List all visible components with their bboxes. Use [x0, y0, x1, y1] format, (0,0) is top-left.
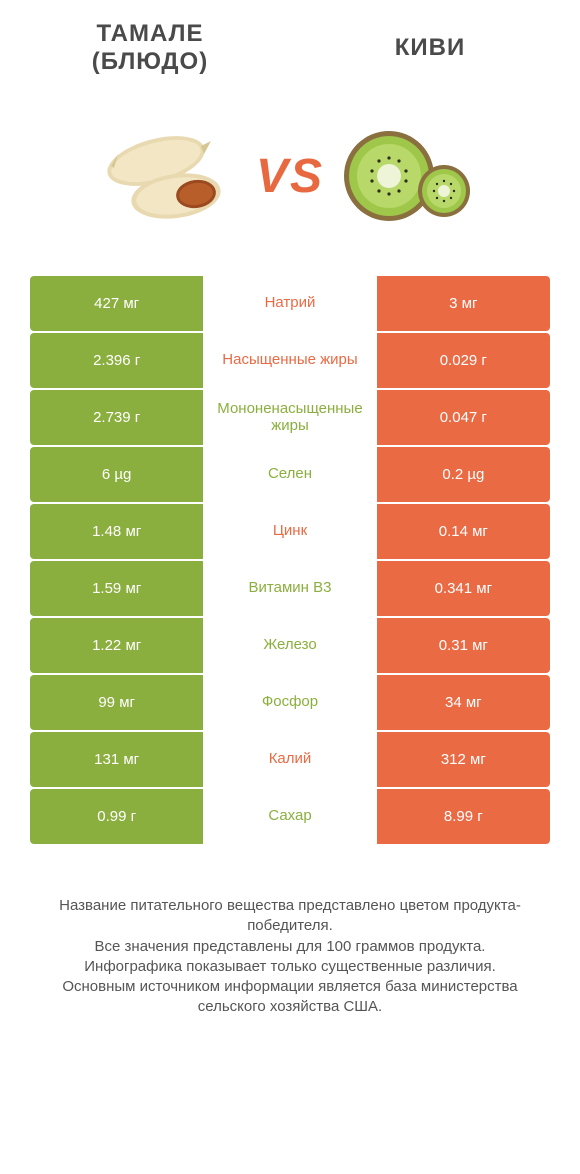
left-value: 2.396 г — [30, 333, 203, 388]
footer-line4: Основным источником информации является … — [30, 977, 550, 1018]
left-title-line2: (БЛЮДО) — [50, 48, 250, 76]
left-value: 99 мг — [30, 675, 203, 730]
nutrient-label: Фосфор — [203, 675, 376, 730]
right-value: 0.31 мг — [377, 618, 550, 673]
table-row: 2.396 гНасыщенные жиры0.029 г — [30, 333, 550, 388]
nutrient-label: Сахар — [203, 789, 376, 844]
right-title: КИВИ — [330, 20, 530, 76]
table-row: 99 мгФосфор34 мг — [30, 675, 550, 730]
left-value: 1.22 мг — [30, 618, 203, 673]
left-value: 2.739 г — [30, 390, 203, 445]
footer-line2: Все значения представлены для 100 граммо… — [30, 937, 550, 957]
left-value: 1.59 мг — [30, 561, 203, 616]
left-value: 131 мг — [30, 732, 203, 787]
right-value: 312 мг — [377, 732, 550, 787]
table-row: 1.22 мгЖелезо0.31 мг — [30, 618, 550, 673]
right-value: 0.2 µg — [377, 447, 550, 502]
nutrient-label: Натрий — [203, 276, 376, 331]
left-title-line1: ТАМАЛЕ — [50, 20, 250, 48]
left-value: 6 µg — [30, 447, 203, 502]
table-row: 427 мгНатрий3 мг — [30, 276, 550, 331]
table-row: 131 мгКалий312 мг — [30, 732, 550, 787]
nutrient-label: Цинк — [203, 504, 376, 559]
left-title: ТАМАЛЕ (БЛЮДО) — [50, 20, 250, 76]
nutrient-label: Калий — [203, 732, 376, 787]
footer-line1: Название питательного вещества представл… — [30, 896, 550, 937]
footer-text: Название питательного вещества представл… — [0, 846, 580, 1038]
left-value: 1.48 мг — [30, 504, 203, 559]
nutrient-label: Мононенасыщенные жиры — [203, 390, 376, 445]
comparison-table: 427 мгНатрий3 мг2.396 гНасыщенные жиры0.… — [0, 276, 580, 844]
right-value: 0.14 мг — [377, 504, 550, 559]
right-value: 0.341 мг — [377, 561, 550, 616]
images-row: VS — [0, 86, 580, 276]
left-value: 427 мг — [30, 276, 203, 331]
nutrient-label: Селен — [203, 447, 376, 502]
right-value: 8.99 г — [377, 789, 550, 844]
table-row: 1.48 мгЦинк0.14 мг — [30, 504, 550, 559]
table-row: 1.59 мгВитамин B30.341 мг — [30, 561, 550, 616]
right-value: 0.029 г — [377, 333, 550, 388]
nutrient-label: Витамин B3 — [203, 561, 376, 616]
vs-label: VS — [256, 149, 324, 204]
table-row: 0.99 гСахар8.99 г — [30, 789, 550, 844]
right-value: 34 мг — [377, 675, 550, 730]
right-value: 3 мг — [377, 276, 550, 331]
right-value: 0.047 г — [377, 390, 550, 445]
table-row: 6 µgСелен0.2 µg — [30, 447, 550, 502]
header-row: ТАМАЛЕ (БЛЮДО) КИВИ — [0, 0, 580, 86]
left-value: 0.99 г — [30, 789, 203, 844]
nutrient-label: Насыщенные жиры — [203, 333, 376, 388]
tamale-illustration — [96, 116, 246, 236]
table-row: 2.739 гМононенасыщенные жиры0.047 г — [30, 390, 550, 445]
nutrient-label: Железо — [203, 618, 376, 673]
footer-line3: Инфографика показывает только существенн… — [30, 957, 550, 977]
kiwi-illustration — [334, 116, 484, 236]
